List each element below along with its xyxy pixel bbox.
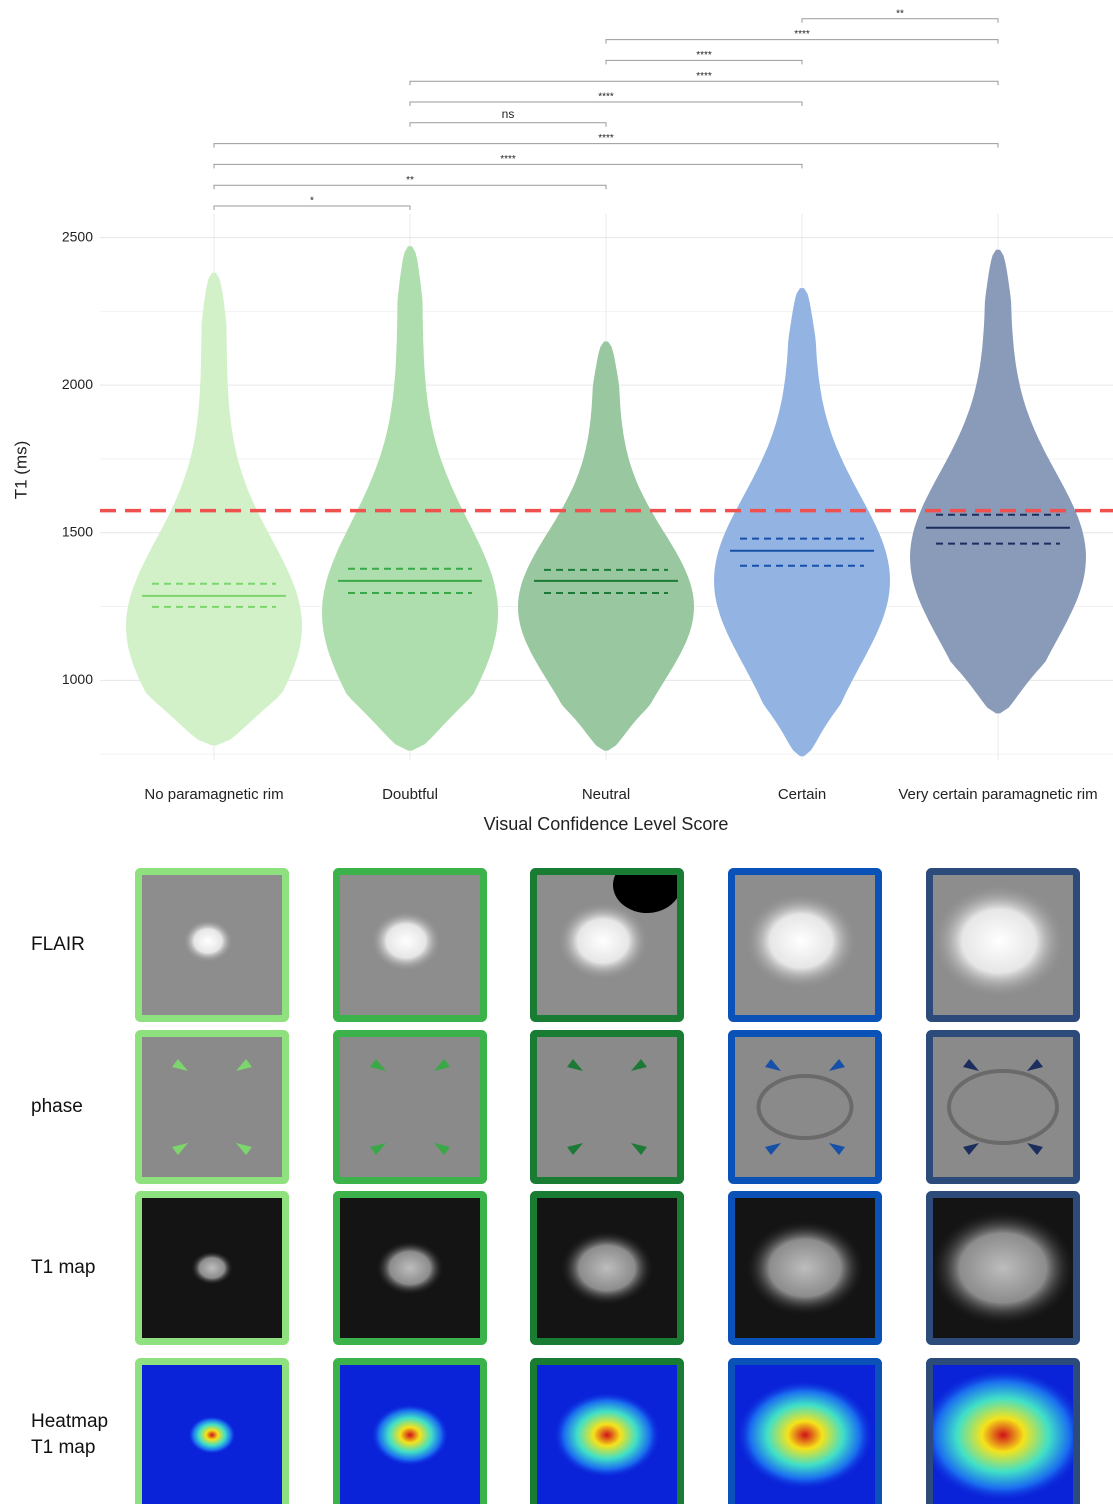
image-cell bbox=[142, 1198, 282, 1338]
lesion bbox=[746, 1221, 865, 1316]
lesion bbox=[370, 910, 441, 971]
image-cell bbox=[735, 1198, 875, 1338]
image-cell bbox=[537, 1037, 677, 1177]
lesion bbox=[553, 1392, 661, 1478]
image-cell bbox=[340, 1198, 480, 1338]
lesion bbox=[744, 892, 857, 989]
image-background bbox=[340, 1037, 480, 1177]
image-cell bbox=[142, 1037, 282, 1177]
violin bbox=[910, 250, 1086, 714]
image-cell bbox=[340, 875, 480, 1015]
image-cell bbox=[933, 1037, 1073, 1177]
lesion bbox=[376, 1241, 444, 1295]
image-background bbox=[735, 1037, 875, 1177]
y-tick-label: 2000 bbox=[62, 376, 93, 392]
y-tick-label: 1000 bbox=[62, 671, 93, 687]
image-cell bbox=[537, 857, 681, 1015]
significance-bracket bbox=[410, 123, 606, 127]
image-cell bbox=[340, 1365, 480, 1504]
y-axis-title: T1 (ms) bbox=[11, 441, 30, 500]
x-axis-title: Visual Confidence Level Score bbox=[484, 814, 729, 834]
x-tick-label: Doubtful bbox=[382, 786, 438, 803]
x-tick-label: No paramagnetic rim bbox=[144, 786, 283, 803]
image-background bbox=[537, 1037, 677, 1177]
row-label: FLAIR bbox=[31, 932, 123, 958]
lesion bbox=[931, 1210, 1075, 1325]
image-cell bbox=[340, 1037, 480, 1177]
significance-label: **** bbox=[696, 71, 712, 82]
figure: T1 (ms) Visual Confidence Level Score 10… bbox=[0, 0, 1113, 1504]
lesion bbox=[557, 901, 649, 980]
x-tick-label: Very certain paramagnetic rim bbox=[898, 786, 1097, 803]
violin bbox=[322, 246, 498, 750]
row-label: Heatmap T1 map bbox=[31, 1409, 123, 1461]
image-cell bbox=[142, 1365, 282, 1504]
significance-label: **** bbox=[500, 154, 516, 165]
x-tick-label: Neutral bbox=[582, 786, 630, 803]
ventricle bbox=[613, 857, 681, 913]
image-cell bbox=[919, 1365, 1087, 1504]
row-label: phase bbox=[31, 1094, 123, 1120]
significance-label: ** bbox=[896, 8, 904, 19]
lesion bbox=[561, 1231, 654, 1305]
image-cell bbox=[537, 1198, 677, 1338]
image-cell bbox=[735, 1037, 875, 1177]
significance-label: **** bbox=[794, 29, 810, 40]
lesion bbox=[932, 883, 1066, 998]
x-tick-label: Certain bbox=[778, 786, 826, 803]
lesion bbox=[919, 1368, 1087, 1502]
significance-label: ns bbox=[502, 107, 515, 121]
lesion bbox=[183, 919, 233, 962]
image-background bbox=[142, 1037, 282, 1177]
violin bbox=[518, 342, 694, 751]
image-cell bbox=[932, 875, 1073, 1015]
image-cell bbox=[142, 875, 282, 1015]
significance-label: **** bbox=[598, 133, 614, 144]
violin bbox=[714, 288, 890, 756]
significance-label: **** bbox=[598, 92, 614, 103]
significance-label: * bbox=[310, 196, 314, 207]
significance-label: **** bbox=[696, 50, 712, 61]
image-cell bbox=[735, 875, 875, 1015]
row-label: T1 map bbox=[31, 1255, 123, 1281]
image-cell bbox=[931, 1198, 1075, 1338]
y-tick-label: 2500 bbox=[62, 228, 93, 244]
lesion bbox=[371, 1404, 449, 1466]
lesion bbox=[188, 1416, 236, 1454]
y-tick-label: 1500 bbox=[62, 523, 93, 539]
image-background bbox=[933, 1037, 1073, 1177]
lesion bbox=[191, 1251, 233, 1285]
image-cell bbox=[735, 1365, 875, 1504]
image-cell bbox=[537, 1365, 677, 1504]
significance-label: ** bbox=[406, 175, 414, 186]
page: {"chart_data": {"type": "violin", "x_lab… bbox=[0, 0, 1113, 1504]
lesion bbox=[736, 1380, 874, 1490]
